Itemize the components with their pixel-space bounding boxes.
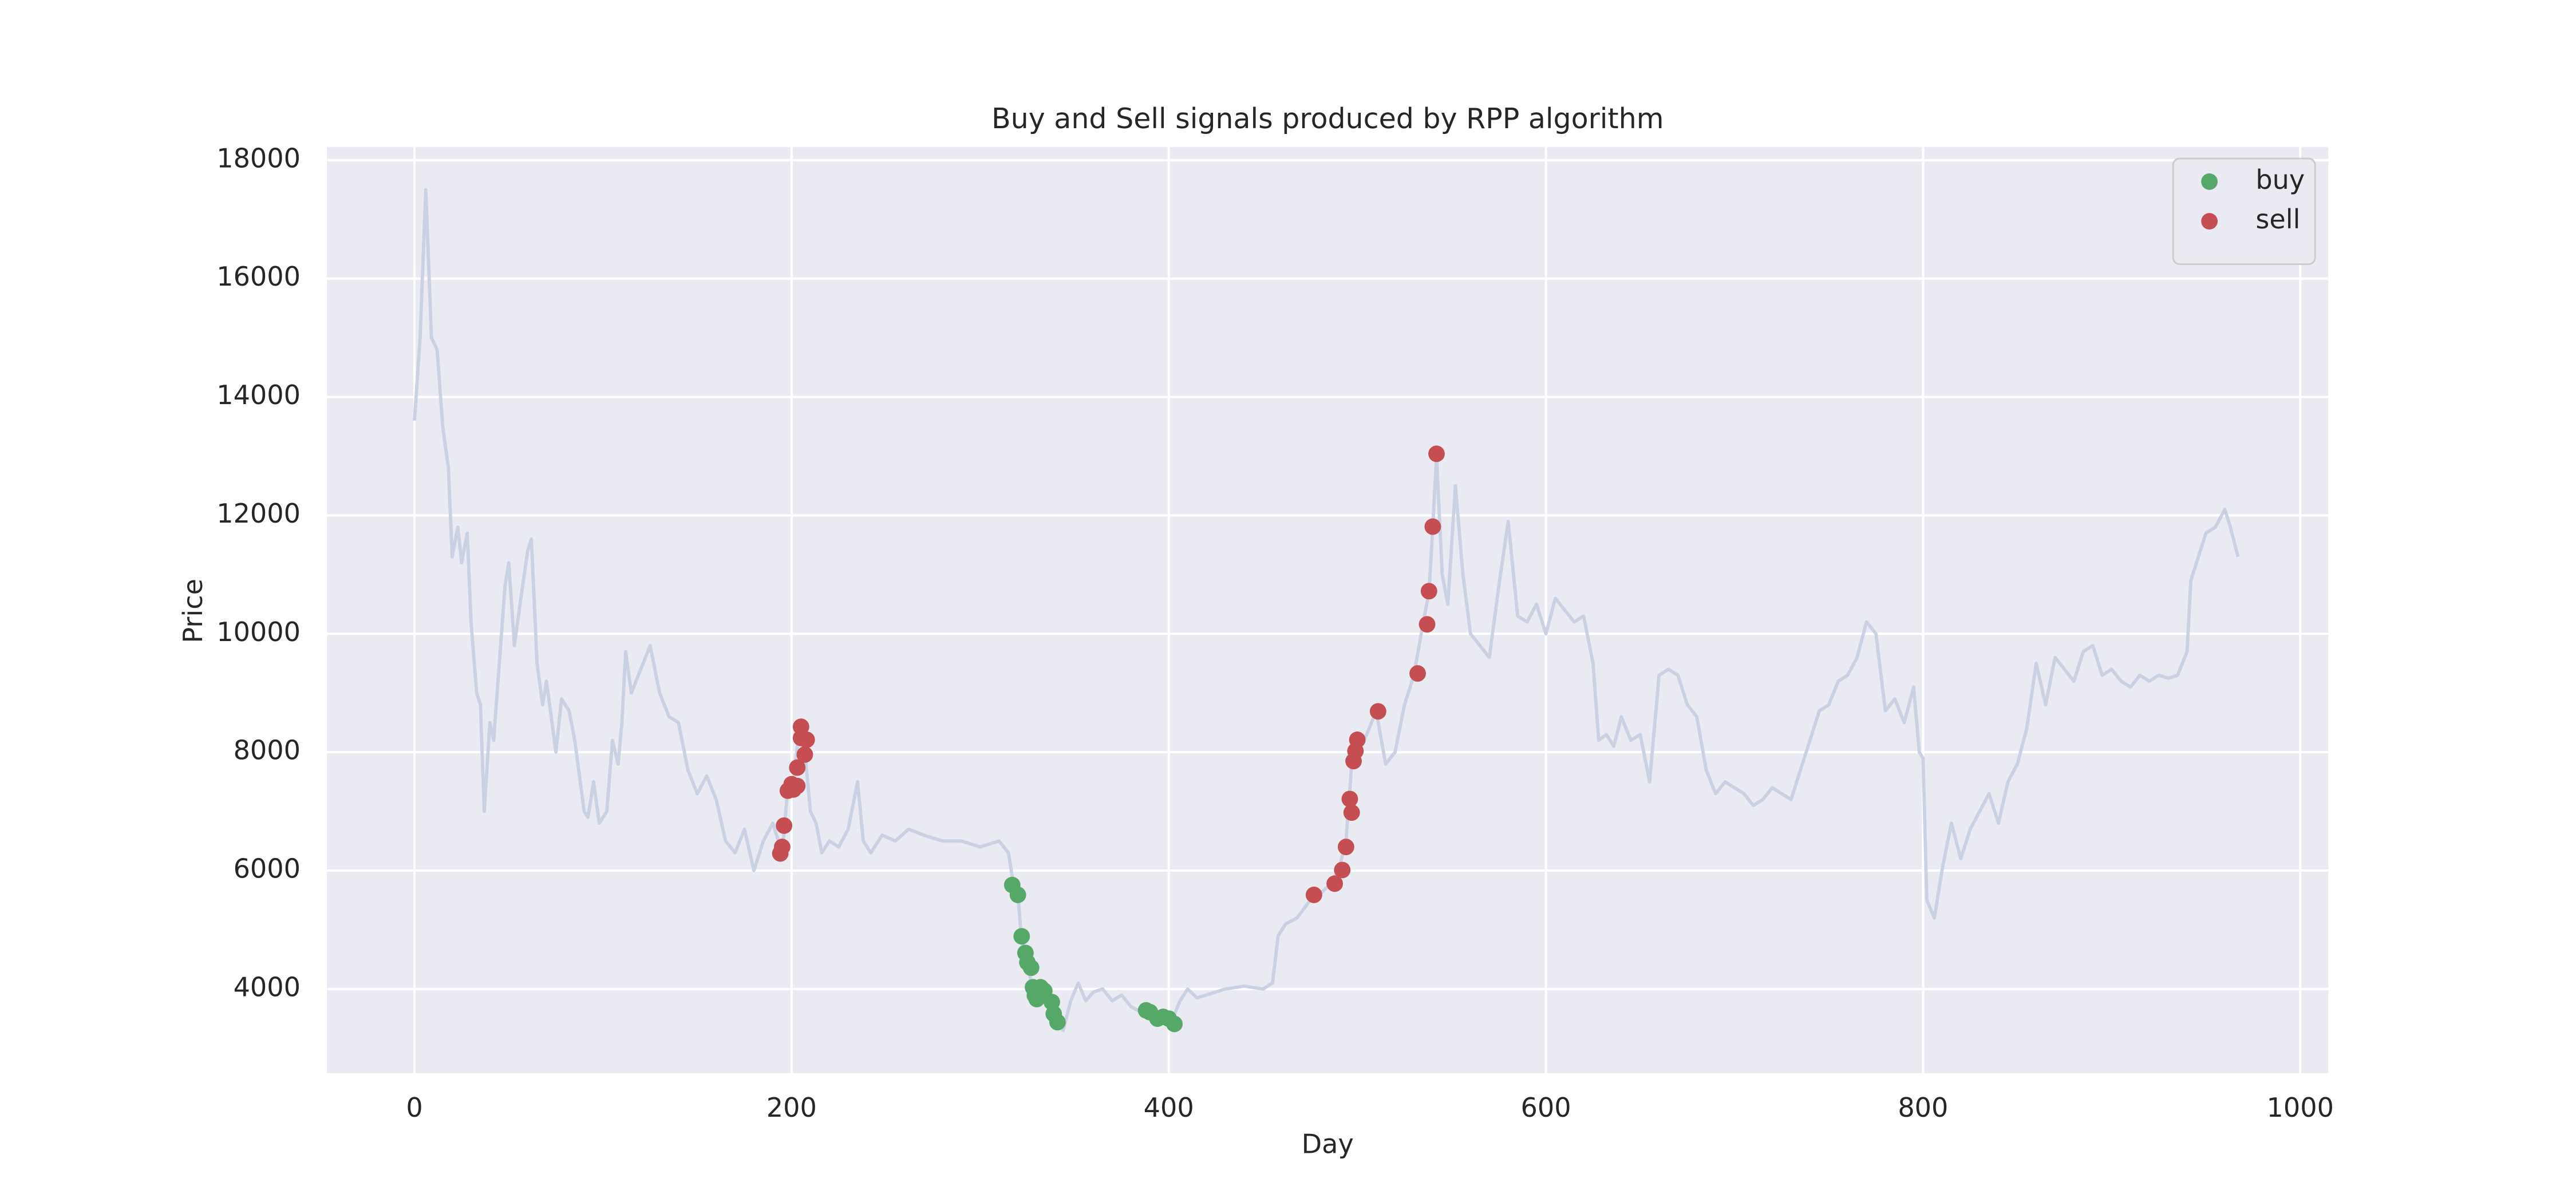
sell-point <box>1305 887 1322 903</box>
x-axis-label: Day <box>1302 1128 1354 1159</box>
sell-point <box>1337 839 1354 856</box>
y-tick-label: 10000 <box>216 616 301 647</box>
sell-point <box>798 732 815 748</box>
legend: buy sell <box>2172 157 2316 265</box>
y-tick-label: 4000 <box>234 971 301 1002</box>
sell-point <box>1409 665 1426 682</box>
buy-point <box>1166 1015 1183 1033</box>
y-tick-label: 16000 <box>216 261 301 292</box>
y-tick-label: 18000 <box>216 143 301 173</box>
legend-label: sell <box>2255 204 2300 235</box>
legend-marker <box>2201 173 2218 190</box>
y-tick-label: 8000 <box>234 735 301 766</box>
x-tick-label: 200 <box>767 1092 817 1123</box>
legend-label: buy <box>2255 164 2305 195</box>
sell-point <box>1369 703 1386 720</box>
y-tick-label: 6000 <box>234 853 301 884</box>
buy-point <box>1009 887 1026 903</box>
sell-point <box>1341 790 1358 808</box>
sell-point <box>1419 616 1436 633</box>
sell-point <box>789 759 806 776</box>
buy-point <box>1022 959 1040 976</box>
sell-point <box>1334 861 1351 879</box>
y-tick-label: 14000 <box>216 379 301 410</box>
sell-point <box>1428 445 1445 462</box>
buy-point <box>1049 1014 1066 1031</box>
sell-point <box>789 777 806 794</box>
sell-point <box>1424 518 1441 535</box>
buy-point <box>1013 928 1030 945</box>
y-tick-label: 12000 <box>216 498 301 529</box>
legend-marker <box>2201 213 2218 230</box>
x-tick-label: 400 <box>1144 1092 1194 1123</box>
sell-point <box>1326 875 1344 892</box>
sell-point <box>776 817 793 834</box>
sell-point <box>1343 804 1360 821</box>
sell-point <box>773 839 791 856</box>
grid <box>327 147 2329 1073</box>
plot-area <box>327 147 2329 1074</box>
chart-title: Buy and Sell signals produced by RPP alg… <box>991 102 1664 135</box>
marks <box>413 188 2240 1033</box>
x-tick-label: 0 <box>406 1092 422 1123</box>
x-tick-label: 1000 <box>2267 1092 2334 1123</box>
sell-point <box>1349 732 1366 748</box>
price-line <box>413 188 2240 1033</box>
y-axis-label: Price <box>177 579 208 643</box>
sell-point <box>1420 583 1437 600</box>
sell-point <box>796 746 813 763</box>
x-tick-label: 800 <box>1898 1092 1948 1123</box>
x-tick-label: 600 <box>1520 1092 1571 1123</box>
